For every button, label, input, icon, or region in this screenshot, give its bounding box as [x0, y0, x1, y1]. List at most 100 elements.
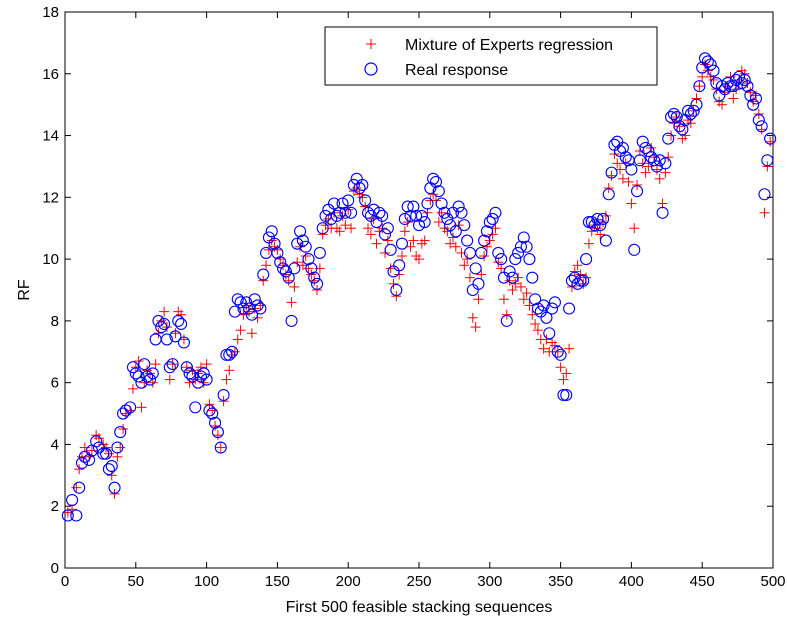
plus-marker [204, 399, 215, 410]
plus-marker [164, 374, 175, 385]
plus-marker [170, 328, 181, 339]
plus-marker [538, 343, 549, 354]
circle-marker [664, 110, 678, 124]
circle-marker [543, 327, 556, 340]
circle-marker [390, 283, 403, 297]
circle-marker [735, 76, 748, 90]
plus-marker [399, 226, 410, 237]
plus-marker [606, 170, 617, 181]
circle-marker [367, 203, 380, 216]
plus-marker [717, 99, 728, 110]
plus-marker [317, 229, 328, 240]
x-tick-label: 250 [406, 573, 431, 590]
plus-marker [86, 445, 97, 456]
circle-marker [591, 212, 604, 226]
circle-marker [758, 188, 771, 201]
circle-marker [100, 447, 113, 460]
circle-marker [90, 435, 103, 448]
plus-marker [261, 260, 272, 271]
plus-marker [501, 309, 512, 320]
plus-marker [603, 183, 614, 194]
circle-marker [500, 314, 513, 327]
circle-marker [455, 206, 468, 219]
plus-marker [476, 269, 487, 280]
circle-marker [217, 388, 230, 402]
circle-marker [662, 132, 675, 145]
x-tick-label: 500 [760, 573, 785, 590]
plus-marker [561, 368, 572, 379]
plus-marker [549, 340, 560, 351]
plus-marker [101, 442, 112, 453]
circle-marker [458, 219, 471, 232]
plus-marker [464, 272, 475, 283]
circle-marker [537, 299, 550, 312]
circle-marker [653, 154, 666, 167]
circle-marker [330, 209, 343, 222]
circle-marker [393, 259, 406, 272]
circle-marker [472, 277, 485, 290]
plus-marker [515, 281, 526, 292]
plus-marker [518, 294, 529, 305]
circle-marker [554, 348, 567, 361]
plus-marker [363, 223, 374, 234]
plus-marker [654, 173, 665, 184]
plus-marker [156, 315, 167, 326]
circle-marker [557, 388, 570, 402]
circle-marker [376, 209, 389, 222]
circle-marker [597, 212, 610, 226]
legend-box [324, 26, 658, 86]
plus-marker [340, 220, 351, 231]
circle-marker [325, 212, 338, 226]
circle-marker [523, 253, 536, 266]
plus-marker [292, 257, 303, 268]
circle-marker [616, 141, 629, 154]
circle-marker [152, 314, 165, 327]
circle-marker [61, 509, 74, 522]
plus-marker [136, 402, 147, 413]
circle-marker [209, 416, 222, 429]
circle-marker [546, 302, 559, 315]
circle-marker [594, 219, 607, 232]
circle-marker [582, 215, 595, 229]
circle-marker [480, 225, 494, 238]
circle-marker [192, 376, 205, 389]
plus-marker [510, 278, 521, 289]
circle-marker [189, 401, 202, 414]
circle-marker [129, 367, 142, 380]
circle-marker [435, 197, 448, 210]
circle-marker [749, 92, 763, 105]
plus-marker [530, 318, 541, 329]
circle-marker [347, 178, 360, 192]
circle-marker [588, 219, 601, 232]
plus-marker [280, 269, 291, 280]
plus-marker [255, 300, 266, 311]
circle-marker [228, 305, 241, 318]
plus-marker [153, 328, 164, 339]
plus-marker [215, 442, 226, 453]
plus-marker [521, 288, 532, 299]
y-tick-label: 8 [51, 313, 59, 330]
plus-marker [759, 207, 770, 218]
circle-marker [163, 361, 176, 374]
circle-marker [580, 253, 593, 266]
circle-marker [642, 144, 655, 158]
circle-marker [237, 302, 250, 315]
circle-marker [747, 98, 760, 111]
plus-marker [445, 238, 456, 249]
circle-marker [282, 271, 295, 284]
x-tick-label: 450 [690, 573, 715, 590]
circle-marker [223, 348, 236, 361]
plus-marker [278, 260, 289, 271]
circle-marker [308, 271, 321, 284]
circle-marker [169, 330, 182, 343]
circle-marker [693, 80, 706, 93]
circle-marker [138, 358, 151, 371]
circle-marker [141, 370, 154, 383]
circle-marker [605, 166, 618, 179]
plus-marker [306, 269, 317, 280]
plus-marker [283, 275, 294, 286]
plus-marker [498, 294, 509, 305]
circle-marker [265, 225, 278, 238]
circle-marker [206, 407, 219, 420]
